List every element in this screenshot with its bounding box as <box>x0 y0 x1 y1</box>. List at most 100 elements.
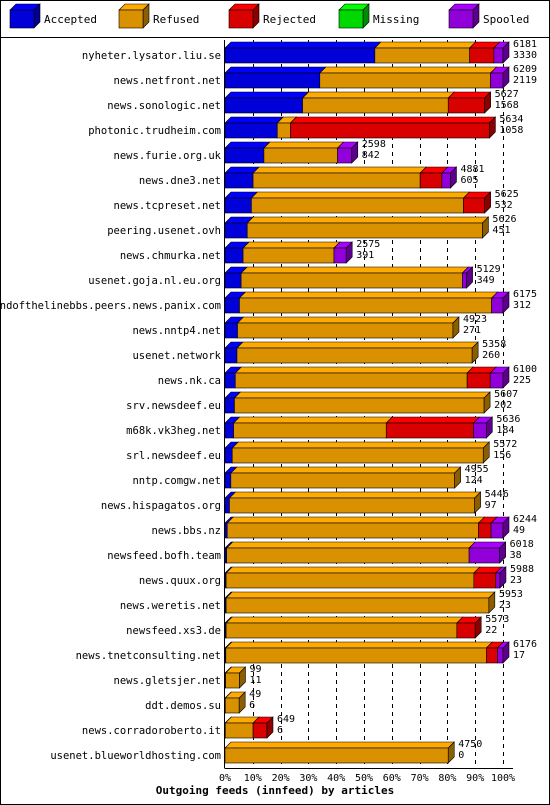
row-label-news-sonologic-net: news.sonologic.net <box>107 100 221 112</box>
bar-segment-refused <box>230 472 455 489</box>
bar-segment-rejected <box>478 522 492 539</box>
bar-segment-refused <box>226 522 479 539</box>
bar-top-refused <box>225 641 494 649</box>
bar-side <box>502 641 510 664</box>
legend-swatch-missing <box>338 9 364 29</box>
accepted-value-label: 6 <box>277 725 283 736</box>
total-value-label: 49 <box>249 689 261 700</box>
row-label-news-nntp4-net: news.nntp4.net <box>132 325 221 337</box>
total-value-label: 6209 <box>513 64 537 75</box>
total-value-label: 5625 <box>495 189 519 200</box>
bar-top-refused <box>240 266 470 274</box>
accepted-value-label: 49 <box>513 525 525 536</box>
accepted-value-label: 1058 <box>499 125 523 136</box>
row-label-news-quux-org: news.quux.org <box>139 575 221 587</box>
bar-side <box>447 741 455 764</box>
total-value-label: 5634 <box>499 114 523 125</box>
bar-segment-refused <box>236 347 473 364</box>
bar-segment-spooled <box>493 47 504 64</box>
accepted-value-label: 1568 <box>495 100 519 111</box>
row-label-news-bbs-nz: news.bbs.nz <box>151 525 221 537</box>
accepted-value-label: 605 <box>460 175 478 186</box>
x-tick-label-20: 20% <box>272 773 290 784</box>
bar-segment-rejected <box>290 122 490 139</box>
bar-side <box>238 691 246 714</box>
bar-side <box>482 216 489 239</box>
total-value-label: 5607 <box>494 389 518 400</box>
accepted-value-label: 17 <box>513 650 525 661</box>
bar-side <box>502 41 510 64</box>
bar-segment-accepted <box>224 472 232 489</box>
bar-segment-refused <box>302 97 449 114</box>
bar-segment-accepted <box>224 297 240 314</box>
row-label-news-tcpreset-net: news.tcpreset.net <box>114 200 221 212</box>
accepted-value-label: 6 <box>249 700 255 711</box>
total-value-label: 5636 <box>496 414 520 425</box>
bar-top-refused <box>225 591 496 599</box>
total-value-label: 2575 <box>356 239 380 250</box>
accepted-value-label: 0 <box>458 750 464 761</box>
total-value-label: 4923 <box>463 314 487 325</box>
bar-top-refused <box>225 541 476 549</box>
row-label-nyheter-lysator-liu-se: nyheter.lysator.liu.se <box>82 50 221 62</box>
accepted-value-label: 202 <box>494 400 512 411</box>
bar-segment-spooled <box>337 147 353 164</box>
bar-top-accepted <box>224 141 271 149</box>
bar-top-refused <box>224 741 455 749</box>
bar-segment-accepted <box>224 247 244 264</box>
chart-title: Outgoing feeds (innfeed) by articles <box>156 784 394 797</box>
x-tick-label-10: 10% <box>244 773 262 784</box>
bar-segment-accepted <box>224 47 376 64</box>
accepted-value-label: 349 <box>477 275 495 286</box>
bar-segment-refused <box>225 572 475 589</box>
row-label-endofthelinebbs-peers-news-panix-com: endofthelinebbs.peers.news.panix.com <box>0 300 221 312</box>
bar-segment-refused <box>251 197 464 214</box>
bar-segment-accepted <box>224 447 233 464</box>
accepted-value-label: 97 <box>485 500 497 511</box>
bar-segment-rejected <box>252 722 268 739</box>
bar-side <box>450 166 457 189</box>
total-value-label: 4750 <box>458 739 482 750</box>
bar-side <box>499 541 506 564</box>
total-value-label: 6100 <box>513 364 537 375</box>
bar-segment-refused <box>231 447 484 464</box>
bar-side <box>499 566 507 589</box>
row-label-usenet-goja-nl-eu-org: usenet.goja.nl.eu.org <box>88 275 221 287</box>
bar-segment-rejected <box>469 47 495 64</box>
bar-segment-refused <box>246 222 483 239</box>
bar-segment-accepted <box>224 422 234 439</box>
accepted-value-label: 312 <box>513 300 531 311</box>
total-value-label: 5627 <box>495 89 519 100</box>
bar-side <box>488 591 496 614</box>
bar-top-refused <box>225 616 464 624</box>
accepted-value-label: 23 <box>510 575 522 586</box>
total-value-label: 5129 <box>477 264 501 275</box>
accepted-value-label: 184 <box>496 425 514 436</box>
bar-side <box>484 91 491 114</box>
x-tick-label-40: 40% <box>327 773 345 784</box>
row-label-srl-newsdeef-eu: srl.newsdeef.eu <box>126 450 221 462</box>
bar-segment-refused <box>233 422 387 439</box>
bar-side <box>502 366 510 389</box>
bar-side <box>474 491 481 514</box>
x-tick-label-30: 30% <box>299 773 317 784</box>
bar-segment-accepted <box>224 147 265 164</box>
row-label-news-netfront-net: news.netfront.net <box>114 75 221 87</box>
bar-segment-accepted <box>224 272 242 289</box>
bar-segment-rejected <box>456 622 476 639</box>
bar-top-accepted <box>224 66 327 74</box>
bar-segment-rejected <box>473 572 497 589</box>
accepted-value-label: 271 <box>463 325 481 336</box>
total-value-label: 5572 <box>493 439 517 450</box>
bar-segment-spooled <box>462 272 467 289</box>
accepted-value-label: 124 <box>465 475 483 486</box>
bar-top-accepted <box>224 91 310 99</box>
bar-top-rejected <box>289 116 497 124</box>
bar-segment-rejected <box>385 422 474 439</box>
bar-segment-accepted <box>224 197 252 214</box>
x-tick-label-70: 70% <box>411 773 429 784</box>
accepted-value-label: 2119 <box>513 75 537 86</box>
total-value-label: 5953 <box>499 589 523 600</box>
bar-segment-accepted <box>224 172 254 189</box>
bar-segment-refused <box>252 172 421 189</box>
